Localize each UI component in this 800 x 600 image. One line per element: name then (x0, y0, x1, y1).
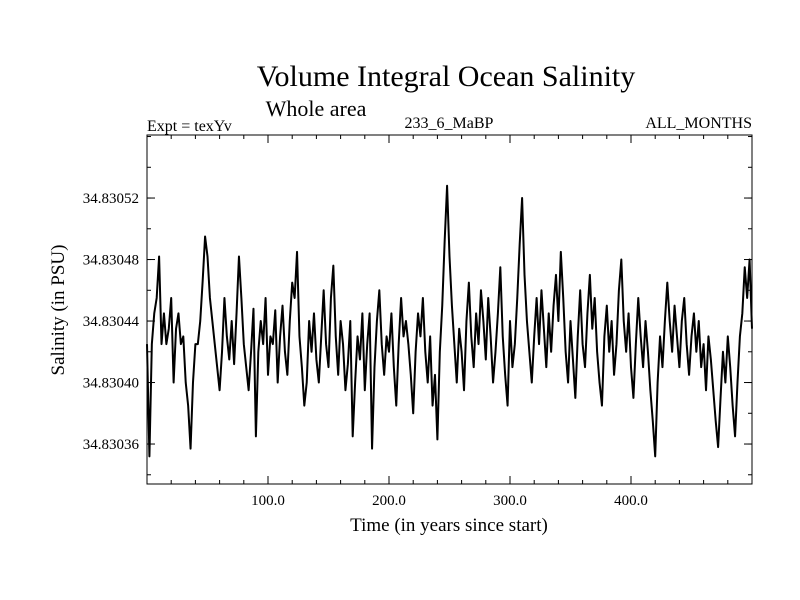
x-axis: 100.0 200.0 300.0 400.0 (170, 135, 729, 509)
x-tick-label: 300.0 (493, 493, 527, 509)
y-tick-label: 34.83052 (83, 191, 139, 207)
y-axis: 34.83036 34.83040 34.83044 34.83048 34.83052 (83, 136, 752, 476)
chart-subtitle: Whole area (266, 96, 367, 121)
y-tick-label: 34.83048 (83, 253, 139, 269)
series-line (146, 184, 753, 458)
y-tick-label: 34.83040 (83, 376, 139, 392)
x-tick-label: 100.0 (251, 493, 285, 509)
annotation-run-name: 233_6_MaBP (405, 115, 494, 132)
annotation-months: ALL_MONTHS (645, 115, 752, 132)
y-axis-label: Salinity (in PSU) (48, 245, 69, 376)
x-tick-label: 400.0 (614, 493, 648, 509)
plot-frame (146, 134, 753, 485)
annotation-experiment: Expt = texYv (147, 118, 232, 135)
y-tick-label: 34.83044 (83, 314, 140, 330)
chart-title: Volume Integral Ocean Salinity (257, 60, 636, 93)
x-axis-label: Time (in years since start) (350, 515, 548, 536)
x-tick-label: 200.0 (372, 493, 406, 509)
y-tick-label: 34.83036 (83, 437, 140, 453)
